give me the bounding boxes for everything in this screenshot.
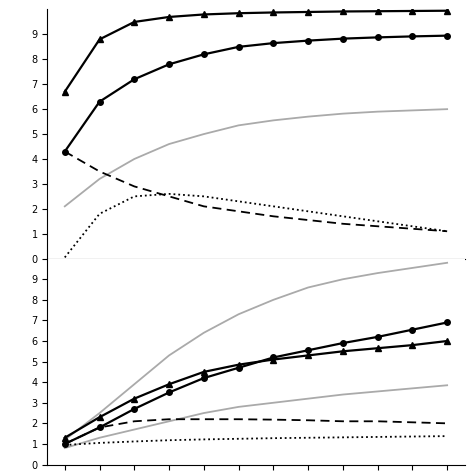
X-axis label: Periodos de muestreo: Periodos de muestreo: [195, 284, 317, 294]
Legend: Dentro de parques, Intervalos de confianza al 95%, Doubletons, Fuera de parques,: Dentro de parques, Intervalos de confian…: [109, 365, 402, 409]
